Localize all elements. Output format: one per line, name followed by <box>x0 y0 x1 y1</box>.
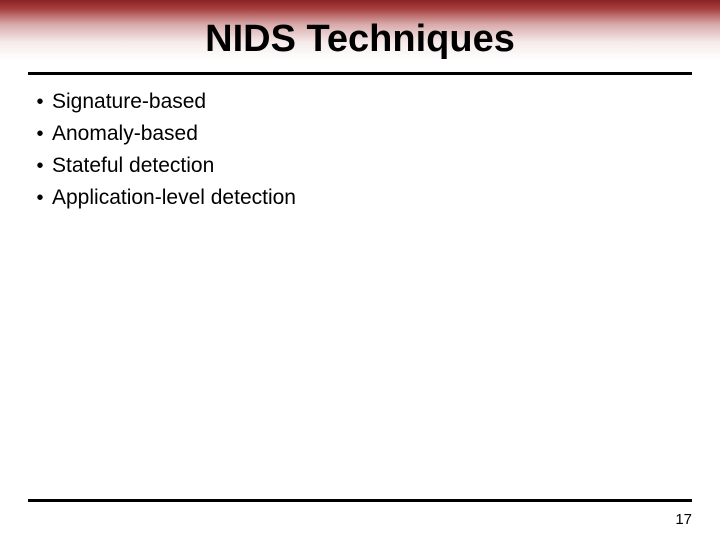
list-item: • Anomaly-based <box>24 120 696 148</box>
bullet-list: • Signature-based • Anomaly-based • Stat… <box>24 88 696 212</box>
list-item: • Application-level detection <box>24 184 696 212</box>
bullet-icon: • <box>24 88 52 116</box>
list-item: • Signature-based <box>24 88 696 116</box>
footer-rule <box>28 499 692 502</box>
bullet-text: Application-level detection <box>52 184 296 212</box>
slide-title: NIDS Techniques <box>0 18 720 61</box>
bullet-icon: • <box>24 184 52 212</box>
title-rule <box>28 72 692 75</box>
bullet-text: Signature-based <box>52 88 206 116</box>
bullet-icon: • <box>24 120 52 148</box>
bullet-text: Anomaly-based <box>52 120 198 148</box>
bullet-icon: • <box>24 152 52 180</box>
page-number: 17 <box>675 511 692 528</box>
content-area: • Signature-based • Anomaly-based • Stat… <box>24 88 696 216</box>
list-item: • Stateful detection <box>24 152 696 180</box>
bullet-text: Stateful detection <box>52 152 214 180</box>
